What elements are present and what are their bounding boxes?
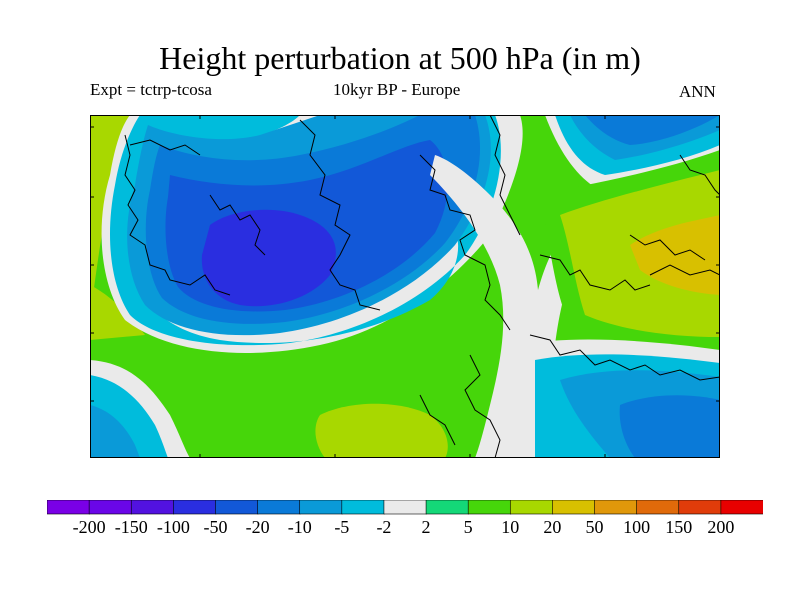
colorbar-swatch xyxy=(47,500,90,515)
field-center-gray xyxy=(430,155,650,458)
field-ne-neg-10 xyxy=(560,115,720,145)
colorbar-tick-label: -100 xyxy=(156,517,190,537)
colorbar-swatch xyxy=(383,500,427,515)
colorbar-swatch xyxy=(173,500,217,515)
plot-title: Height perturbation at 500 hPa (in m) xyxy=(159,40,641,76)
colorbar-swatch xyxy=(299,500,343,515)
colorbar-tick-label: 2 xyxy=(421,517,431,537)
season-label: ANN xyxy=(679,82,716,101)
colorbar-tick-label: -50 xyxy=(203,517,228,537)
colorbar-swatch xyxy=(467,500,512,515)
colorbar-swatch xyxy=(88,500,133,515)
colorbar-tick-label: -200 xyxy=(72,517,106,537)
field-se-neg-10 xyxy=(619,395,720,458)
colorbar-tick-label: -10 xyxy=(287,517,312,537)
colorbar-swatch xyxy=(636,500,680,515)
axis-ticks xyxy=(90,115,720,458)
period-region-label: 10kyr BP - Europe xyxy=(333,80,461,99)
colorbar-labels: -200 -150 -100 -50 -20 -10 -5 -2 2 5 10 20 50 100 150 2… xyxy=(0,517,800,541)
field-w-positive xyxy=(90,285,145,340)
field-nw-positive xyxy=(90,115,130,315)
colorbar-tick-label: 100 xyxy=(623,517,651,537)
coastlines xyxy=(124,115,720,458)
colorbar-swatch xyxy=(341,500,385,515)
colorbar-tick-label: 5 xyxy=(463,517,473,537)
colorbar-swatch xyxy=(594,500,638,515)
colorbar-tick-label: -5 xyxy=(334,517,350,537)
colorbar-swatch xyxy=(257,500,301,515)
colorbar-swatch xyxy=(215,500,259,515)
colorbar-tick-label: 150 xyxy=(665,517,693,537)
colorbar-tick-label: 20 xyxy=(543,517,562,537)
colorbar-tick-label: 10 xyxy=(501,517,520,537)
colorbar-swatch xyxy=(425,500,469,515)
colorbar-swatch xyxy=(130,500,175,515)
colorbar-tick-label: -20 xyxy=(245,517,270,537)
field-sw-neg-5 xyxy=(90,405,140,458)
field-south-pos-10 xyxy=(315,403,448,458)
contour-map xyxy=(90,115,720,458)
colorbar-tick-label: 50 xyxy=(585,517,604,537)
colorbar xyxy=(47,500,763,515)
colorbar-swatch xyxy=(552,500,596,515)
colorbar-tick-label: -2 xyxy=(376,517,392,537)
colorbar-swatch xyxy=(509,500,554,515)
colorbar-tick-label: 200 xyxy=(707,517,735,537)
colorbar-swatch xyxy=(720,500,763,515)
colorbar-tick-label: -150 xyxy=(114,517,148,537)
experiment-label: Expt = tctrp-tcosa xyxy=(90,80,212,99)
field-neg-50 xyxy=(201,209,336,307)
colorbar-swatch xyxy=(678,500,722,515)
